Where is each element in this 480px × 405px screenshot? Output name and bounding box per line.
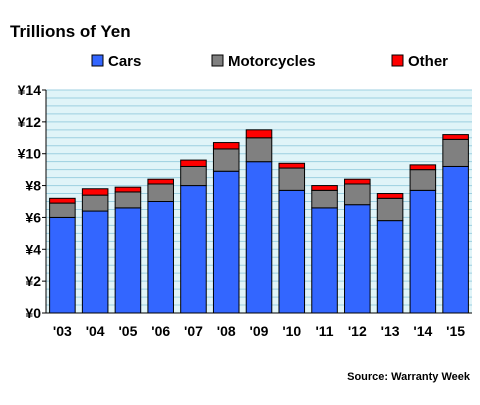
- bar-segment-cars: [278, 189, 306, 314]
- bar-segment-motorcycles: [114, 191, 142, 209]
- bar-segment-other: [49, 197, 76, 204]
- y-tick-label: ¥8: [25, 178, 41, 194]
- legend-label: Cars: [108, 53, 141, 70]
- bar-segment-other: [278, 162, 306, 169]
- bar-segment-cars: [81, 210, 109, 314]
- bar-segment-motorcycles: [278, 167, 306, 191]
- legend-label: Motorcycles: [228, 53, 316, 70]
- y-axis-ticks: ¥0 ¥2 ¥4 ¥6 ¥8 ¥10 ¥12 ¥14: [18, 82, 46, 321]
- bars: [49, 129, 469, 314]
- legend-swatch-motorcycles: [211, 54, 224, 67]
- bar-segment-motorcycles: [180, 165, 207, 187]
- bar-segment-other: [311, 185, 338, 191]
- bar-segment-cars: [180, 185, 207, 314]
- bar-segment-cars: [344, 204, 371, 314]
- x-tick-label: '04: [86, 323, 105, 339]
- bar-segment-motorcycles: [212, 148, 240, 172]
- x-tick-label: '14: [413, 323, 432, 339]
- bar-segment-other: [212, 142, 240, 150]
- bar-segment-motorcycles: [376, 197, 404, 222]
- bar-segment-cars: [212, 170, 240, 314]
- y-tick-label: ¥2: [25, 273, 41, 289]
- bar-segment-cars: [114, 207, 142, 314]
- bar-segment-other: [81, 188, 109, 196]
- axes: [45, 90, 472, 314]
- bar-segment-motorcycles: [311, 189, 338, 209]
- bar-segment-other: [376, 193, 404, 199]
- bar-segment-cars: [442, 165, 469, 314]
- y-tick-label: ¥12: [18, 114, 42, 130]
- bar-segment-other: [442, 134, 469, 140]
- bar-segment-other: [409, 164, 437, 171]
- x-tick-label: '03: [53, 323, 72, 339]
- x-tick-label: '06: [151, 323, 170, 339]
- bar-segment-cars: [147, 201, 174, 314]
- bar-segment-motorcycles: [245, 137, 273, 163]
- y-tick-label: ¥14: [18, 82, 42, 98]
- y-tick-label: ¥6: [25, 209, 41, 225]
- y-tick-label: ¥0: [25, 305, 41, 321]
- bar-segment-cars: [311, 207, 338, 314]
- source-note: Source: Warranty Week: [347, 371, 471, 383]
- chart-title: Trillions of Yen: [10, 22, 131, 41]
- x-tick-label: '09: [250, 323, 269, 339]
- bar-segment-motorcycles: [81, 194, 109, 212]
- bar-segment-other: [180, 159, 207, 167]
- bar-segment-other: [147, 178, 174, 185]
- bar-segment-other: [245, 129, 273, 139]
- bar-segment-cars: [409, 189, 437, 314]
- bar-segment-cars: [49, 216, 76, 314]
- x-tick-label: '12: [348, 323, 367, 339]
- bar-segment-motorcycles: [147, 183, 174, 203]
- x-tick-label: '13: [381, 323, 400, 339]
- bar-segment-motorcycles: [442, 138, 469, 167]
- x-tick-label: '11: [315, 323, 333, 339]
- bar-segment-other: [114, 186, 142, 193]
- bar-segment-motorcycles: [344, 183, 371, 206]
- y-tick-label: ¥10: [18, 146, 42, 162]
- x-tick-label: '08: [217, 323, 236, 339]
- legend-label: Other: [408, 53, 448, 70]
- x-tick-label: '05: [118, 323, 137, 339]
- bar-segment-cars: [245, 161, 273, 314]
- x-tick-label: '15: [446, 323, 465, 339]
- bar-segment-cars: [376, 220, 404, 314]
- bar-segment-other: [344, 178, 371, 185]
- bar-segment-motorcycles: [409, 169, 437, 191]
- x-tick-label: '07: [184, 323, 203, 339]
- legend: Cars Motorcycles Other: [91, 53, 448, 70]
- x-tick-label: '10: [282, 323, 301, 339]
- x-axis-ticks: '03 '04 '05 '06 '07 '08 '09 '10 '11 '12 '13 '14 '15: [53, 323, 465, 339]
- bar-segment-motorcycles: [49, 202, 76, 218]
- legend-swatch-cars: [91, 54, 104, 67]
- y-tick-label: ¥4: [25, 241, 41, 257]
- legend-swatch-other: [391, 54, 404, 67]
